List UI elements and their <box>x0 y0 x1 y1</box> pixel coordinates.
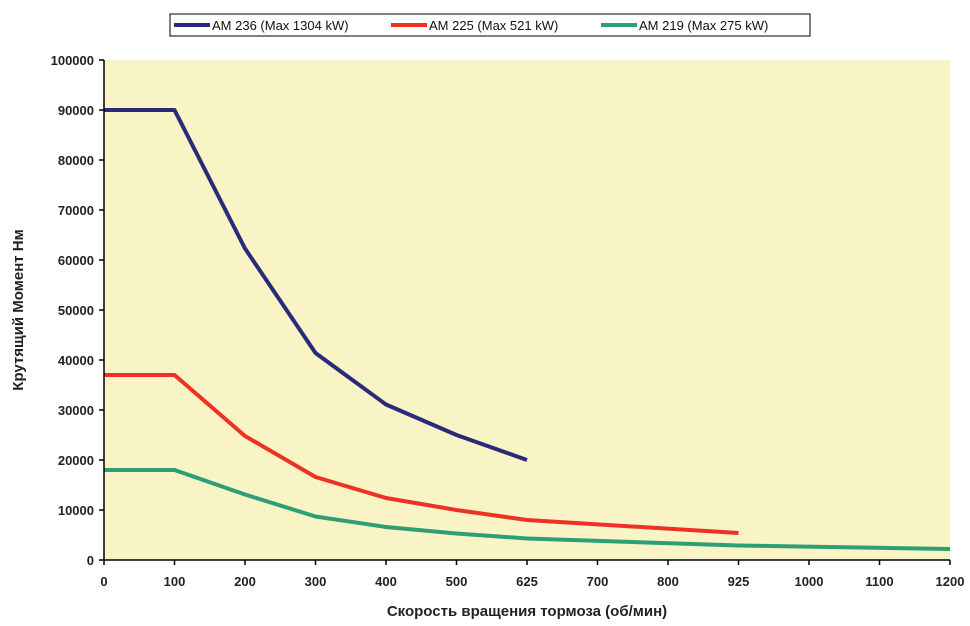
y-tick-label: 20000 <box>58 453 94 468</box>
x-tick-label: 1000 <box>795 574 824 589</box>
y-tick-label: 50000 <box>58 303 94 318</box>
x-tick-label: 0 <box>100 574 107 589</box>
series-line-3 <box>104 468 951 551</box>
x-tick-label: 800 <box>657 574 679 589</box>
y-tick-label: 60000 <box>58 253 94 268</box>
series-line-1 <box>104 108 528 462</box>
legend-box <box>169 13 811 37</box>
series-line-2 <box>104 373 739 535</box>
y-tick-label: 0 <box>87 553 94 568</box>
legend-label: AM 219 (Max 275 kW) <box>639 18 768 33</box>
y-tick-label: 70000 <box>58 203 94 218</box>
x-tick-label: 100 <box>164 574 186 589</box>
y-tick-label: 90000 <box>58 103 94 118</box>
x-tick-label: 625 <box>516 574 538 589</box>
x-tick-label: 400 <box>375 574 397 589</box>
axes: 0100002000030000400005000060000700008000… <box>51 53 965 589</box>
y-tick-label: 30000 <box>58 403 94 418</box>
y-tick-label: 80000 <box>58 153 94 168</box>
x-tick-label: 300 <box>305 574 327 589</box>
x-tick-label: 700 <box>587 574 609 589</box>
y-axis-title: Крутящий Момент Нм <box>10 229 27 390</box>
x-tick-label: 1200 <box>936 574 965 589</box>
plot-area <box>104 60 950 560</box>
legend-label: AM 236 (Max 1304 kW) <box>212 18 349 33</box>
x-tick-label: 200 <box>234 574 256 589</box>
y-tick-label: 100000 <box>51 53 94 68</box>
x-tick-label: 1100 <box>865 574 893 589</box>
y-tick-label: 10000 <box>58 503 94 518</box>
x-tick-label: 500 <box>446 574 468 589</box>
x-tick-label: 925 <box>728 574 750 589</box>
x-axis-title: Скорость вращения тормоза (об/мин) <box>387 603 667 620</box>
legend: AM 236 (Max 1304 kW) AM 225 (Max 521 kW) A… <box>169 13 811 37</box>
legend-label: AM 225 (Max 521 kW) <box>429 18 558 33</box>
y-tick-label: 40000 <box>58 353 94 368</box>
series-layer <box>104 108 951 551</box>
